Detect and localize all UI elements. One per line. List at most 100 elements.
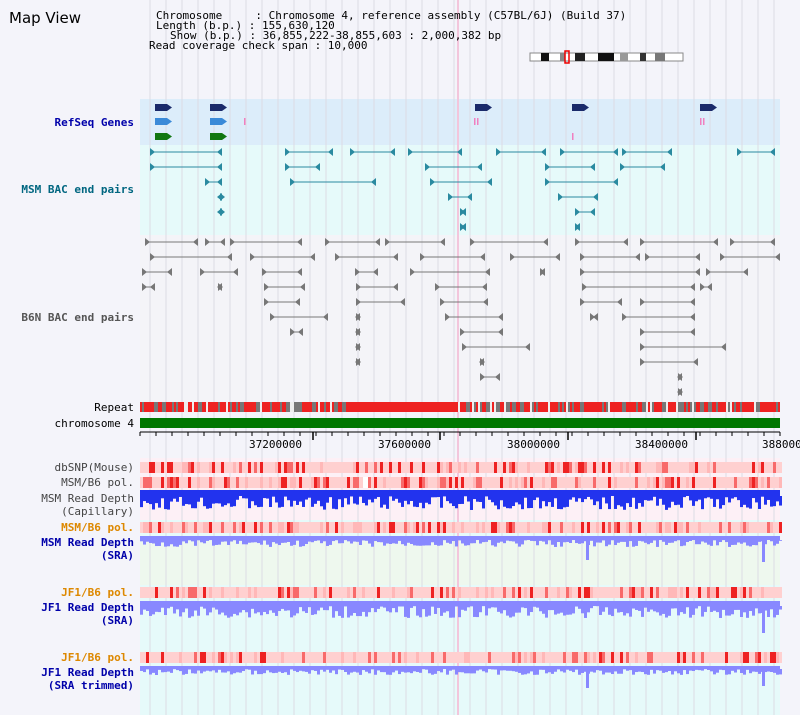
polymorphism-cell [308, 522, 311, 533]
repeat-segment [350, 402, 352, 412]
repeat-segment [332, 402, 334, 412]
polymorphism-cell [470, 462, 473, 473]
read-depth-bar [209, 606, 212, 613]
polymorphism-cell [593, 462, 596, 473]
polymorphism-cell [170, 462, 173, 473]
read-depth-bar [332, 606, 335, 618]
read-depth-bar [533, 540, 536, 542]
b6n-bac-pair-end [635, 253, 640, 261]
b6n-bac-pair-end [355, 343, 360, 351]
polymorphism-cell [185, 462, 188, 473]
polymorphism-cell [590, 652, 593, 663]
read-depth-bar [698, 540, 701, 545]
polymorphism-cell [626, 587, 629, 598]
b6n-bac-pair-end [270, 313, 275, 321]
read-depth-bar [455, 606, 458, 607]
polymorphism-cell [284, 522, 287, 533]
polymorphism-cell [422, 522, 425, 533]
read-depth-bar [560, 496, 563, 510]
polymorphism-cell [341, 652, 344, 663]
msm-bac-panel [140, 145, 780, 235]
read-depth-bar [551, 606, 554, 611]
msm-bac-pair-end [461, 223, 466, 231]
read-depth-bar [647, 669, 650, 675]
read-depth-bar [758, 669, 761, 674]
track-label-msm-b6-pol-1[interactable]: MSM/B6 pol. [61, 476, 134, 489]
track-label-msm-depth-sra[interactable]: MSM Read Depth [41, 536, 134, 549]
msm-bac-pair-end [285, 163, 290, 171]
repeat-segment [290, 402, 292, 412]
polymorphism-cell [404, 522, 407, 533]
polymorphism-cell [701, 587, 704, 598]
polymorphism-cell [299, 522, 302, 533]
track-label-b6n-bac[interactable]: B6N BAC end pairs [21, 311, 134, 324]
track-label-dbsnp[interactable]: dbSNP(Mouse) [54, 461, 134, 474]
track-label-msm-b6-pol-2[interactable]: MSM/B6 pol. [61, 521, 134, 534]
gene-block [572, 104, 584, 111]
polymorphism-cell [731, 477, 734, 488]
read-depth-bar [143, 669, 146, 673]
polymorphism-cell [554, 477, 557, 488]
polymorphism-cell [347, 587, 350, 598]
track-label-repeat[interactable]: Repeat [94, 401, 134, 414]
repeat-segment [390, 402, 392, 412]
read-depth-bar [272, 540, 275, 543]
polymorphism-cell [734, 522, 737, 533]
read-depth-bar [563, 496, 566, 508]
repeat-segment [220, 402, 222, 412]
read-depth-bar [590, 496, 593, 500]
polymorphism-cell [311, 462, 314, 473]
msm-bac-pair-end [560, 148, 565, 156]
polymorphism-cell [665, 462, 668, 473]
read-depth-bar [428, 540, 431, 546]
polymorphism-cell [320, 462, 323, 473]
polymorphism-cell [248, 477, 251, 488]
track-label-jf1-depth-trim[interactable]: JF1 Read Depth [41, 666, 134, 679]
polymorphism-cell [428, 462, 431, 473]
polymorphism-cell [287, 477, 290, 488]
polymorphism-cell [737, 522, 740, 533]
track-label-jf1-b6-pol-1[interactable]: JF1/B6 pol. [61, 586, 134, 599]
repeat-segment [256, 402, 258, 412]
read-depth-bar [299, 540, 302, 547]
read-depth-bar [722, 496, 725, 506]
read-depth-bar [578, 606, 581, 609]
read-depth-bar [185, 669, 188, 674]
polymorphism-cell [599, 477, 602, 488]
read-depth-bar [194, 496, 197, 509]
msm-bac-pair-end [205, 178, 210, 186]
read-depth-bar [401, 669, 404, 672]
read-depth-bar [320, 669, 323, 670]
polymorphism-cell [203, 587, 206, 598]
polymorphism-cell [389, 587, 392, 598]
read-depth-bar [644, 606, 647, 608]
polymorphism-cell [527, 477, 530, 488]
polymorphism-cell [599, 522, 602, 533]
read-depth-bar [767, 496, 770, 500]
track-label-jf1-depth-sra[interactable]: JF1 Read Depth [41, 601, 134, 614]
gene-block [210, 118, 222, 125]
read-depth-bar [221, 669, 224, 673]
polymorphism-cell [602, 587, 605, 598]
repeat-segment [632, 402, 634, 412]
polymorphism-cell [389, 522, 392, 533]
repeat-segment [730, 402, 732, 412]
repeat-segment [758, 402, 760, 412]
polymorphism-cell [596, 522, 599, 533]
repeat-segment [776, 402, 778, 412]
repeat-segment [706, 402, 708, 412]
polymorphism-cell [167, 462, 170, 473]
read-depth-bar [776, 496, 779, 502]
polymorphism-cell [653, 652, 656, 663]
msm-bac-pair-end [770, 148, 775, 156]
polymorphism-cell [398, 522, 401, 533]
track-label-msm-depth-cap[interactable]: MSM Read Depth [41, 492, 134, 505]
track-label-msm-bac[interactable]: MSM BAC end pairs [21, 183, 134, 196]
repeat-segment [524, 402, 526, 412]
polymorphism-cell [494, 462, 497, 473]
b6n-bac-pair-end [690, 283, 695, 291]
polymorphism-cell [521, 652, 524, 663]
polymorphism-cell [194, 652, 197, 663]
track-label-jf1-b6-pol-2[interactable]: JF1/B6 pol. [61, 651, 134, 664]
track-label-refseq[interactable]: RefSeq Genes [54, 116, 134, 129]
